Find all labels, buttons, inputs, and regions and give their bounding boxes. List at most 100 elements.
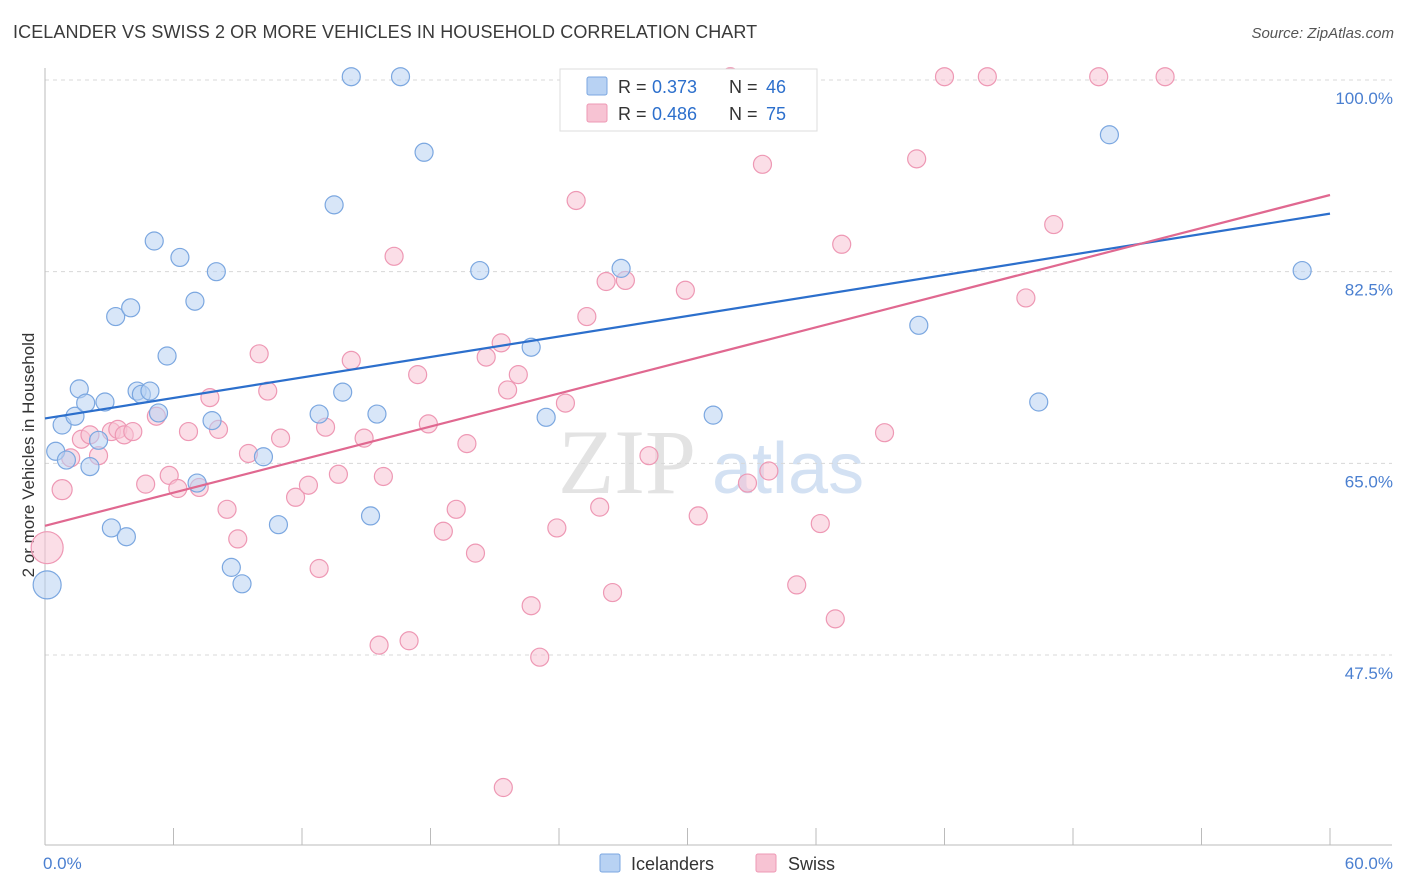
swiss-point [217, 499, 237, 519]
bottom-legend: Icelanders Swiss [599, 853, 835, 874]
x-tick-labels: 0.0% 60.0% [43, 854, 1393, 873]
swiss-point [341, 350, 361, 370]
swiss-point [476, 347, 496, 367]
icelander-point [1029, 392, 1049, 412]
swiss-point [1089, 67, 1109, 87]
y-tick-label: 47.5% [1345, 664, 1393, 683]
swiss-point [675, 280, 695, 300]
swiss-point [373, 466, 393, 487]
swiss-point [825, 609, 845, 629]
icelander-point [157, 346, 177, 366]
bottom-legend-swatch-icelanders [599, 853, 621, 873]
icelander-point [95, 392, 115, 412]
swiss-trend-line [44, 193, 1331, 527]
swiss-point [465, 543, 486, 563]
y-tick-label: 100.0% [1335, 89, 1393, 108]
icelander-point [268, 515, 289, 535]
swiss-point [787, 575, 807, 595]
icelander-point [206, 262, 226, 282]
icelander-point [65, 406, 85, 426]
icelander-point [121, 298, 141, 318]
y-tick-labels: 47.5% 65.0% 82.5% 100.0% [1335, 89, 1393, 683]
swiss-point [30, 531, 64, 565]
swiss-point [298, 475, 319, 495]
swiss-point [249, 344, 269, 364]
chart-title: ICELANDER VS SWISS 2 OR MORE VEHICLES IN… [13, 22, 758, 42]
icelander-point [253, 447, 274, 467]
icelander-point [324, 195, 344, 215]
watermark-zip: ZIP [558, 411, 696, 513]
icelander-point [140, 381, 160, 401]
swiss-point [590, 497, 610, 517]
swiss-point [491, 333, 511, 353]
swiss-point [309, 558, 329, 579]
swiss-point [228, 529, 248, 549]
icelander-point [170, 247, 190, 268]
swiss-point [832, 234, 852, 254]
swiss-point [530, 647, 550, 667]
swiss-point [521, 596, 541, 616]
grid-lines [45, 79, 1392, 656]
swiss-point [399, 631, 419, 651]
swiss-point [168, 478, 188, 499]
swiss-point [934, 67, 955, 87]
swiss-point [602, 582, 623, 603]
icelander-point [1099, 125, 1120, 145]
swiss-point [446, 499, 466, 519]
swiss-point [1016, 288, 1036, 308]
swiss-point [752, 154, 773, 174]
swiss-point [566, 190, 586, 211]
y-tick-label: 65.0% [1345, 472, 1393, 491]
icelander-point [1292, 260, 1312, 281]
swiss-point [555, 393, 576, 413]
legend-n-label: N = [729, 104, 758, 124]
icelander-point [148, 403, 169, 423]
swiss-point [547, 518, 567, 538]
icelander-point [32, 570, 62, 600]
icelander-point [390, 67, 411, 87]
swiss-point [907, 149, 927, 169]
swiss-point [123, 421, 143, 442]
icelander-point [76, 393, 96, 413]
swiss-point [596, 271, 616, 292]
icelander-point [185, 291, 205, 311]
swiss-point [136, 474, 156, 494]
trend-lines [44, 193, 1331, 527]
legend-r-value: 0.373 [652, 77, 697, 97]
icelander-point [703, 405, 723, 425]
legend-swatch-swiss [586, 103, 608, 123]
swiss-point [418, 414, 438, 434]
swiss-point [285, 487, 306, 507]
icelander-point [202, 411, 222, 431]
icelander-point [80, 457, 100, 477]
swiss-point [408, 365, 428, 385]
icelander-point [101, 518, 121, 538]
legend-r-label: R = [618, 77, 647, 97]
legend-n-value: 75 [766, 104, 786, 124]
icelander-point [414, 142, 434, 162]
bottom-legend-label-swiss: Swiss [788, 854, 835, 874]
icelander-point [470, 260, 490, 281]
swiss-point [178, 421, 199, 442]
swiss-point [369, 635, 389, 655]
axes [44, 68, 1392, 846]
x-tick-label-max: 60.0% [1345, 854, 1393, 873]
swiss-point [508, 365, 528, 385]
icelander-point [360, 506, 381, 526]
swiss-point [874, 423, 895, 443]
icelander-point [221, 557, 241, 577]
legend: R = 0.373 N = 46 R = 0.486 N = 75 [559, 68, 818, 132]
icelander-point [367, 404, 387, 424]
y-axis-label: 2 or more Vehicles in Household [19, 333, 38, 578]
watermark-atlas: atlas [712, 429, 864, 509]
icelander-trend-line [44, 212, 1331, 420]
legend-n-value: 46 [766, 77, 786, 97]
swiss-point [977, 67, 997, 87]
icelander-point [909, 315, 929, 335]
source-credit: Source: ZipAtlas.com [1251, 25, 1394, 42]
swiss-point [270, 428, 291, 448]
bottom-legend-label-icelanders: Icelanders [631, 854, 714, 874]
y-tick-label: 82.5% [1345, 281, 1393, 300]
bottom-legend-swatch-swiss [755, 853, 777, 873]
